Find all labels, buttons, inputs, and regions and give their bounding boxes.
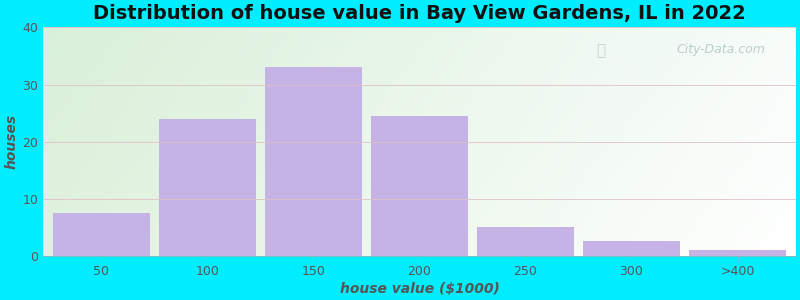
Bar (582, 242, 680, 256)
Bar (53, 213, 150, 256)
Bar (477, 227, 574, 256)
Bar (265, 68, 362, 256)
Bar (370, 116, 468, 256)
Bar (158, 119, 256, 256)
Y-axis label: houses: houses (4, 114, 18, 169)
Bar (689, 250, 786, 256)
X-axis label: house value ($1000): house value ($1000) (339, 282, 499, 296)
Text: City-Data.com: City-Data.com (677, 44, 766, 56)
Text: Ⓠ: Ⓠ (596, 44, 606, 59)
Title: Distribution of house value in Bay View Gardens, IL in 2022: Distribution of house value in Bay View … (93, 4, 746, 23)
